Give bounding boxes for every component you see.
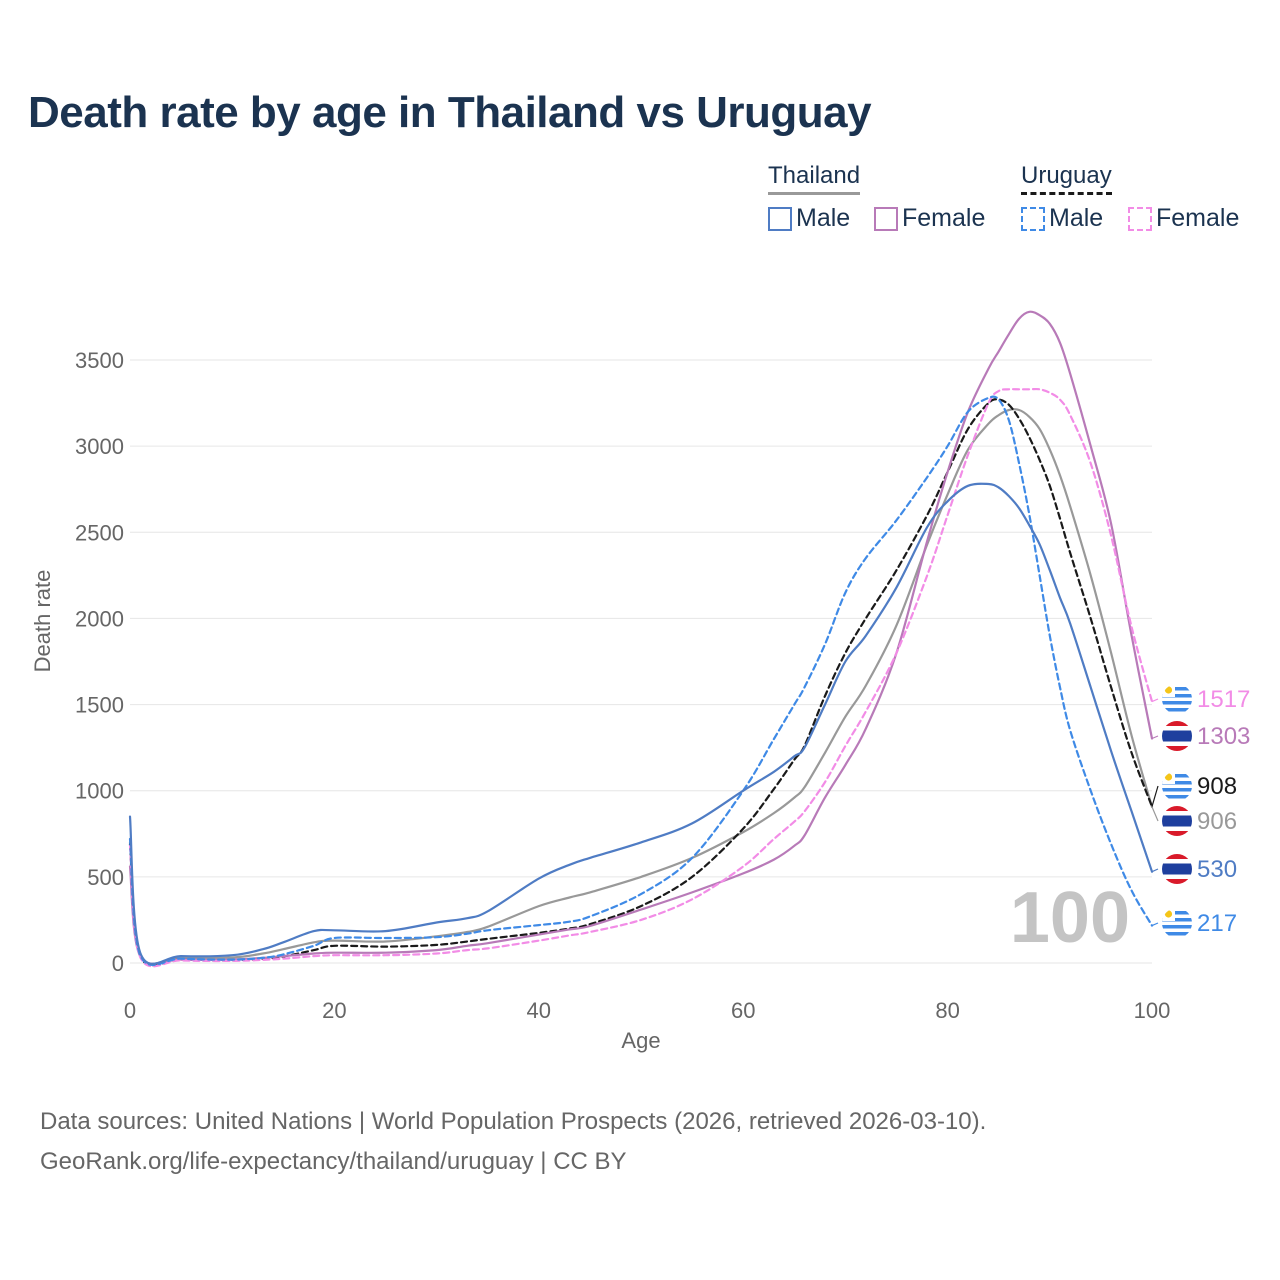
x-axis-label: Age — [621, 1028, 660, 1053]
end-connector — [1151, 806, 1159, 822]
end-connector — [1151, 698, 1159, 703]
grid-lines — [130, 359, 1152, 964]
end-value-label: 530 — [1197, 856, 1237, 883]
legend-uruguay-group: Uruguay — [1021, 162, 1112, 195]
legend-uruguay-heading: Uruguay — [1021, 162, 1112, 195]
legend-uruguay-female-label: Female — [1156, 204, 1240, 232]
legend-thailand-group: Thailand — [768, 162, 861, 195]
end-markers: 1517 1303 908 906 530 217 — [1151, 684, 1250, 938]
y-tick-label: 2000 — [75, 606, 124, 631]
legend-thailand-male-swatch — [768, 206, 792, 231]
legend-thailand-male-label: Male — [796, 204, 851, 232]
end-connector — [1151, 868, 1159, 873]
x-tick-label: 40 — [527, 998, 551, 1023]
thailand-flag-icon — [1162, 806, 1192, 836]
y-tick-label: 3000 — [75, 434, 124, 459]
chart-title: Death rate by age in Thailand vs Uruguay — [28, 88, 872, 137]
legend-thailand-heading: Thailand — [768, 162, 861, 195]
legend-thailand-female-swatch — [874, 206, 898, 231]
uruguay-flag-icon — [1162, 684, 1192, 714]
x-tick-label: 100 — [1134, 998, 1171, 1023]
y-axis-label: Death rate — [30, 570, 55, 673]
axes: 0 500 1000 1500 2000 2500 3000 3500 0 20 40 60 80 100… — [30, 348, 1170, 1053]
legend-uruguay-female[interactable]: Female — [1128, 204, 1239, 233]
end-connector — [1151, 922, 1159, 927]
series-line-uruguay-total[interactable] — [128, 398, 1154, 967]
end-value-label: 217 — [1197, 910, 1237, 937]
y-tick-label: 1000 — [75, 779, 124, 804]
thailand-flag-icon — [1162, 721, 1192, 751]
series-line-uruguay-female[interactable] — [128, 387, 1154, 968]
end-value-label: 908 — [1197, 773, 1237, 800]
series-line-thailand-male[interactable] — [128, 482, 1154, 965]
footer-attribution[interactable]: GeoRank.org/life-expectancy/thailand/uru… — [40, 1148, 627, 1175]
x-tick-label: 80 — [935, 998, 959, 1023]
x-tick-label: 20 — [322, 998, 346, 1023]
death-rate-chart: 0 500 1000 1500 2000 2500 3000 3500 0 20 40 60 80 100… — [30, 310, 1250, 1053]
legend-uruguay-male[interactable]: Male — [1021, 204, 1103, 233]
series-lines — [128, 310, 1154, 968]
series-line-thailand-female[interactable] — [128, 310, 1154, 965]
end-connector — [1151, 785, 1159, 807]
age-watermark: 100 — [1010, 878, 1130, 958]
legend-uruguay-male-label: Male — [1049, 204, 1104, 232]
y-tick-label: 1500 — [75, 693, 124, 718]
x-tick-label: 0 — [124, 998, 136, 1023]
legend-uruguay-male-swatch — [1021, 206, 1045, 231]
y-tick-label: 500 — [87, 865, 124, 890]
footer-sources: Data sources: United Nations | World Pop… — [40, 1108, 987, 1135]
y-tick-label: 2500 — [75, 520, 124, 545]
y-tick-label: 3500 — [75, 348, 124, 373]
end-value-label: 1517 — [1197, 686, 1250, 713]
end-value-label: 906 — [1197, 808, 1237, 835]
end-value-label: 1303 — [1197, 723, 1250, 750]
series-line-thailand-total[interactable] — [128, 408, 1154, 965]
legend-thailand-female-label: Female — [902, 204, 986, 232]
end-connector — [1151, 735, 1159, 740]
legend-uruguay-female-swatch — [1128, 206, 1152, 231]
legend-thailand-female[interactable]: Female — [874, 204, 985, 233]
thailand-flag-icon — [1162, 854, 1192, 884]
legend-thailand-male[interactable]: Male — [768, 204, 850, 233]
series-line-uruguay-male[interactable] — [128, 395, 1154, 967]
x-tick-label: 60 — [731, 998, 755, 1023]
uruguay-flag-icon — [1162, 908, 1192, 938]
y-tick-label: 0 — [112, 951, 124, 976]
uruguay-flag-icon — [1162, 771, 1192, 801]
